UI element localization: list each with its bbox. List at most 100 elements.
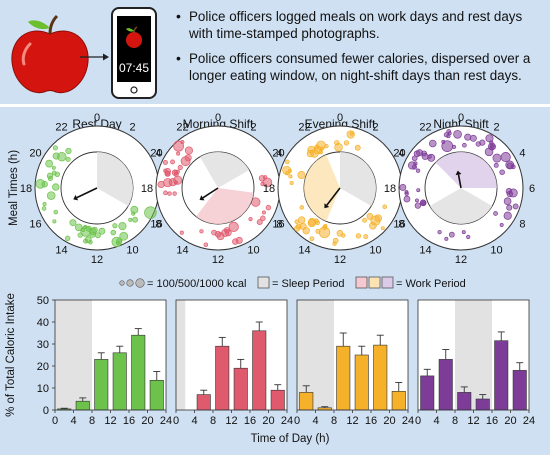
bar-panel-3: 0 4 8 12 16 20 24: [415, 299, 535, 427]
clock-hour-label: 14: [55, 244, 67, 256]
work-period-sector: [435, 152, 497, 188]
x-tick-label: 8: [452, 415, 458, 427]
clock-hour-label: 16: [272, 219, 284, 231]
x-tick-label: 4: [70, 415, 76, 427]
bar: [233, 367, 248, 411]
meal-dot: [83, 238, 89, 244]
meal-dot: [461, 230, 466, 235]
x-tick-label: 16: [486, 415, 498, 427]
meal-dot: [506, 204, 513, 211]
meal-dot: [380, 226, 385, 231]
x-tick-label: 0: [52, 415, 58, 427]
clock-title: Evening Shift: [305, 117, 376, 131]
bar: [336, 345, 351, 411]
work-legend-swatches: [355, 276, 394, 289]
meal-dot: [216, 232, 225, 241]
meal-dot: [74, 223, 83, 232]
meal-time-clocks: Rest Day0246810121416182022Morning Shift…: [20, 112, 535, 266]
clock-hour-label: 16: [29, 219, 41, 231]
meal-dots: [157, 139, 273, 247]
bar: [131, 334, 146, 411]
clock-hour-label: 8: [155, 219, 161, 231]
meal-dot: [411, 155, 418, 162]
meal-dot: [228, 221, 239, 232]
meal-dot: [500, 152, 511, 163]
meal-dot: [489, 140, 494, 145]
clock-hour-label: 4: [519, 148, 525, 160]
meal-dot: [441, 140, 454, 153]
clock-hour-label: 14: [176, 244, 188, 256]
meal-dot: [443, 132, 449, 138]
meal-dot: [176, 151, 181, 156]
clocks-legend: = 100/500/1000 kcal = Sleep Period = Wor…: [119, 276, 466, 290]
x-tick-label: 4: [433, 415, 439, 427]
meal-dot: [46, 191, 56, 200]
meal-dot: [499, 222, 504, 227]
meal-dot: [315, 228, 321, 234]
meal-dot: [232, 238, 239, 245]
meal-dot: [287, 168, 292, 173]
clock-hour-label: 10: [369, 244, 381, 256]
clock-hour-label: 6: [529, 183, 535, 195]
meal-dot: [116, 238, 123, 245]
meal-dot: [512, 203, 519, 210]
bar-panel-1: 0 4 8 12 16 20 24: [173, 299, 293, 427]
meal-dot: [503, 211, 512, 220]
meal-dot: [493, 162, 499, 168]
x-tick-label: 0: [173, 415, 179, 427]
meal-dot: [47, 176, 53, 182]
meal-dot: [382, 204, 388, 210]
meal-dot: [322, 225, 328, 230]
meal-dot: [453, 129, 462, 139]
meal-dot: [294, 225, 301, 232]
clock-hour-label: 18: [20, 183, 32, 195]
meal-dot: [341, 233, 346, 238]
meal-dot: [484, 147, 494, 157]
meal-dot: [81, 227, 86, 233]
meal-dot: [64, 235, 71, 242]
clock-hour-label: 22: [176, 122, 188, 134]
meal-dot: [503, 197, 512, 206]
meal-dot: [118, 222, 127, 231]
arrow-icon: [80, 53, 109, 61]
summary-panel: 07:45 • Police officers logged meals on …: [0, 0, 550, 104]
x-tick-label: 16: [244, 415, 256, 427]
x-tick-label: 0: [415, 415, 421, 427]
arrow-head: [73, 194, 79, 201]
meal-dot: [265, 204, 272, 211]
meal-dot: [415, 168, 421, 173]
meal-dot: [144, 206, 157, 219]
clock-hour-label: 22: [298, 122, 310, 134]
meal-dot: [416, 149, 424, 157]
sleep-band: [55, 300, 92, 410]
bullet-text-1: Police officers logged meals on work day…: [189, 9, 523, 41]
meal-dot: [184, 146, 193, 155]
sleep-period-sector: [97, 152, 133, 206]
meal-dot: [184, 154, 192, 162]
meal-dot: [421, 201, 427, 206]
clock-title: Morning Shift: [183, 117, 254, 131]
meal-dot: [299, 205, 305, 210]
clock-hour-label: 20: [272, 148, 284, 160]
x-tick-label: 0: [294, 415, 300, 427]
meal-dot: [493, 211, 498, 216]
meal-dot: [414, 198, 419, 203]
arrow-head: [199, 195, 205, 201]
work-period-sector: [196, 188, 254, 224]
x-tick-label: 20: [262, 415, 274, 427]
meal-dots: [399, 129, 519, 241]
meal-dot: [363, 234, 369, 240]
meal-dot: [203, 242, 209, 247]
x-tick-label: 16: [365, 415, 377, 427]
x-tick-label: 20: [383, 415, 395, 427]
meal-dot: [492, 153, 502, 163]
clock-hour-label: 0: [337, 112, 343, 124]
bar: [494, 340, 509, 411]
meal-dot: [285, 171, 290, 176]
bar: [420, 375, 435, 411]
bar: [215, 345, 230, 411]
